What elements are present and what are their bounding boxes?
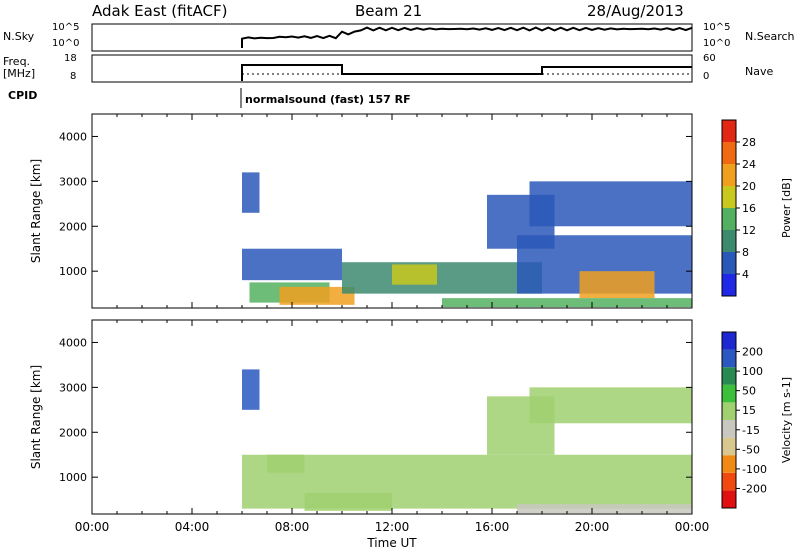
nsky-tick-high: 10^5 [52,22,80,33]
freq-strip-frame [91,54,693,83]
colorbar-tick-label: 200 [742,346,763,359]
colorbar-segment [722,420,736,438]
colorbar-segment [722,230,736,252]
colorbar-segment [722,384,736,403]
nsearch-tick-low: 10^0 [703,38,731,49]
nave-tick-low: 0 [703,71,710,82]
beam-label: Beam 21 [355,2,423,20]
colorbar-segment [722,142,736,164]
scatter-region [529,181,692,227]
colorbar-label: Power [dB] [780,178,793,238]
colorbar-label: Velocity [m s-1] [780,377,793,463]
colorbar-segment [722,349,736,368]
freq-label: Freq. [3,55,31,68]
x-tick-label: 12:00 [375,520,410,534]
colorbar-segment [722,455,736,473]
y-tick-label: 3000 [59,381,87,394]
freq-tick-low: 8 [70,71,77,82]
colorbar-segment [722,120,736,142]
date-label: 28/Aug/2013 [587,2,684,20]
colorbar-segment [722,332,736,350]
scatter-region [442,298,692,308]
colorbar-tick-label: 50 [742,385,756,398]
nsky-strip-frame [91,23,693,52]
colorbar-segment [722,437,736,456]
x-tick-label: 04:00 [175,520,210,534]
freq-line [241,64,692,81]
velocity-panel: 1000 2000 3000 4000 Slant Range [km] [29,319,693,515]
x-tick-label: 16:00 [475,520,510,534]
colorbar-tick-label: 28 [742,136,756,149]
scatter-region [242,248,342,281]
colorbar-segment [722,164,736,186]
colorbar-tick-label: 20 [742,180,756,193]
y-tick-label: 2000 [59,220,87,233]
colorbar-tick-label: 24 [742,158,756,171]
y-axis-label: Slant Range [km] [29,365,43,469]
colorbar-tick-label: -15 [742,424,760,437]
colorbar-tick-label: 12 [742,224,756,237]
power-colorbar: 28 24 20 16 12 8 4 Power [dB] [721,119,793,297]
velocity-colorbar: 200 100 50 15 -15 -50 -100 -200 Velocity [m s-1] [721,331,793,509]
colorbar-tick-label: -100 [742,463,767,476]
scatter-region [392,264,437,285]
power-panel: 1000 2000 3000 4000 Slant Range [km] [29,113,693,309]
y-tick-label: 2000 [59,426,87,439]
colorbar-frame [721,331,737,509]
nsearch-tick-high: 10^5 [703,22,731,33]
scatter-region [342,262,542,294]
colorbar-segment [722,402,736,420]
colorbar-tick-label: 4 [742,268,749,281]
scatter-region [242,172,260,213]
freq-unit: [MHz] [3,67,36,80]
nsky-label: N.Sky [3,30,35,43]
y-tick-label: 3000 [59,175,87,188]
nsearch-label: N.Search [745,30,795,43]
x-tick-label: 08:00 [275,520,310,534]
colorbar-tick-label: -200 [742,482,767,495]
scatter-region [579,271,655,299]
nave-label: Nave [745,65,774,78]
nsky-line [241,26,693,48]
time-axis: 00:00 04:00 08:00 12:00 16:00 20:00 00:00 Time … [75,520,710,550]
x-tick-label: 20:00 [575,520,610,534]
colorbar-segment [722,208,736,230]
scatter-region [267,454,305,473]
colorbar-tick-label: 15 [742,404,756,417]
x-tick-label: 00:00 [75,520,110,534]
y-tick-label: 4000 [59,130,87,143]
y-tick-label: 1000 [59,471,87,484]
scatter-region [304,492,392,511]
nsky-trace [241,26,693,48]
colorbar-segment [722,367,736,385]
cpid-label: CPID [8,89,38,102]
colorbar-tick-label: 8 [742,246,749,259]
scatter-region [529,387,692,424]
nsky-tick-low: 10^0 [52,38,80,49]
scatter-region [517,504,692,514]
colorbar-segment [722,490,736,508]
freq-tick-high: 18 [64,53,77,64]
scatter-region [279,286,355,305]
y-tick-label: 1000 [59,265,87,278]
freq-trace [241,64,692,81]
colorbar-segment [722,186,736,208]
colorbar-segment [722,252,736,274]
y-tick-label: 4000 [59,336,87,349]
nave-tick-high: 60 [703,53,716,64]
colorbar-tick-label: 16 [742,202,756,215]
x-axis-label: Time UT [366,536,417,550]
colorbar-tick-label: -50 [742,443,760,456]
y-axis-label: Slant Range [km] [29,159,43,263]
scatter-region [242,369,260,410]
x-tick-label: 00:00 [675,520,710,534]
colorbar-segment [722,274,736,296]
colorbar-tick-label: 100 [742,365,763,378]
cpid-program: normalsound (fast) 157 RF [245,93,411,106]
site-title: Adak East (fitACF) [92,2,228,20]
parameter-strips [91,23,693,108]
colorbar-segment [722,472,736,491]
